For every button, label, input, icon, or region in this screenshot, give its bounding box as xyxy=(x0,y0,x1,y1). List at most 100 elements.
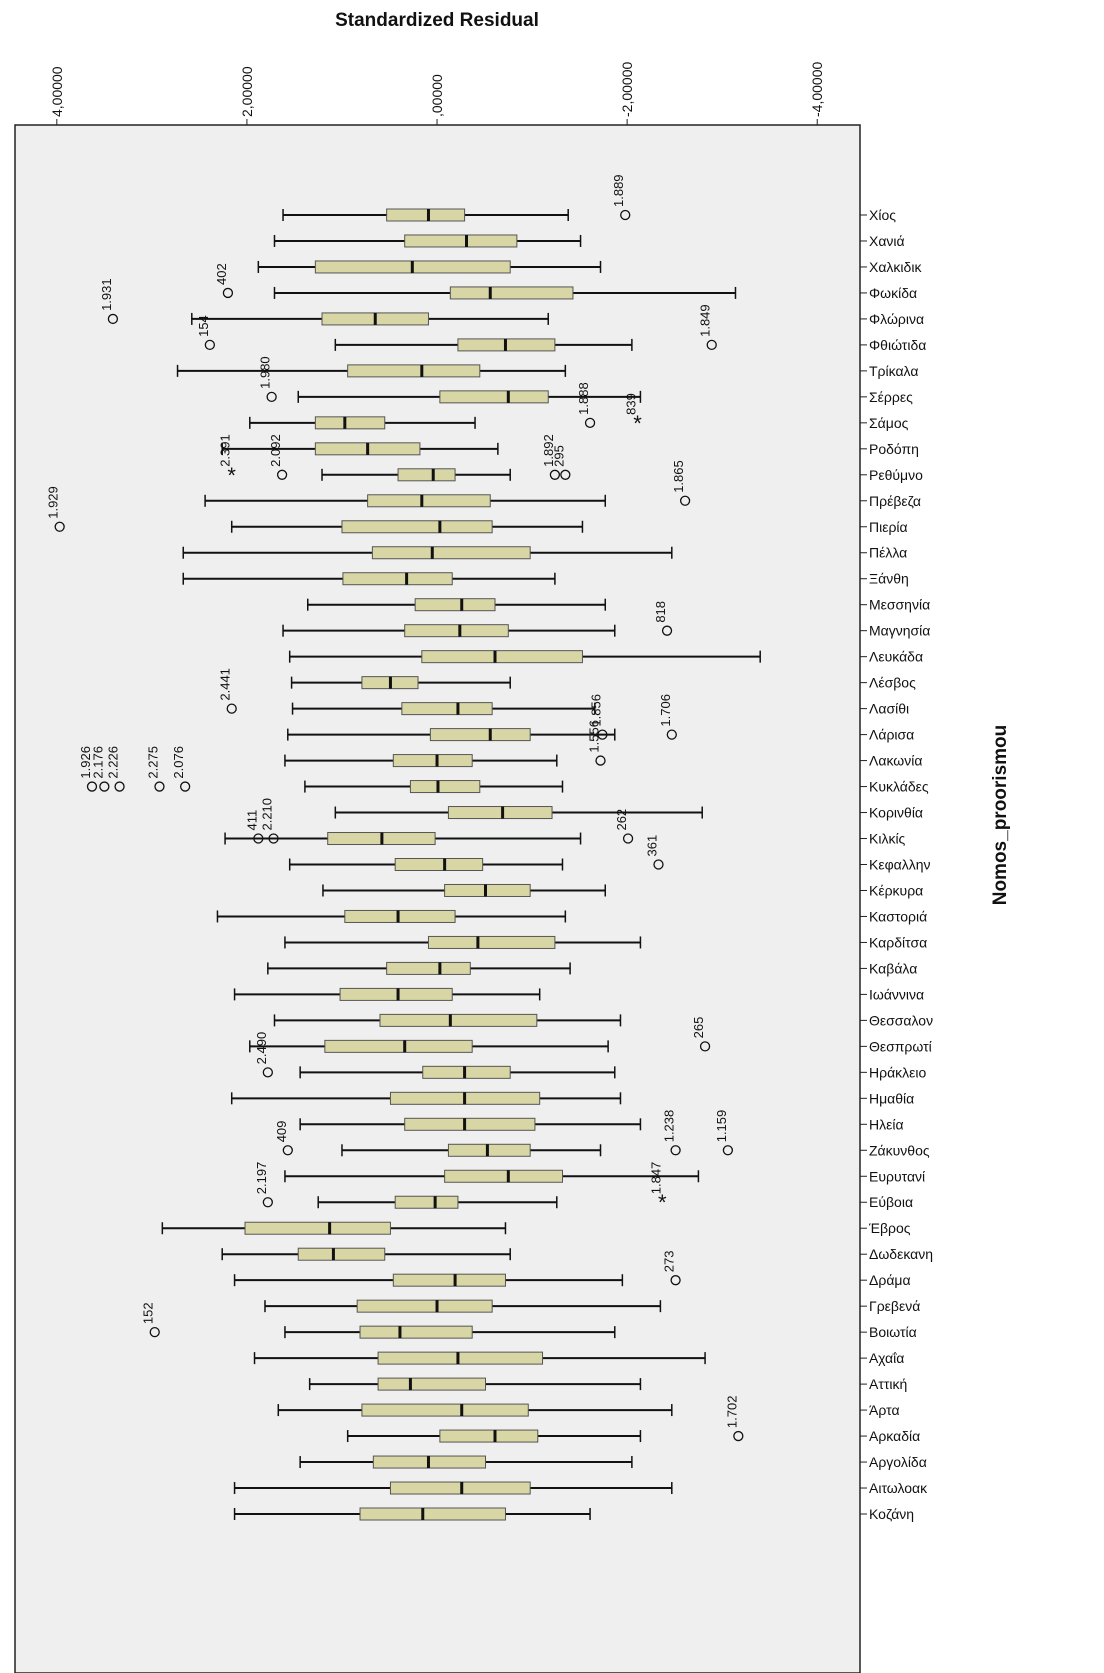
category-label: Κεφαλλην xyxy=(869,857,931,873)
outlier: * xyxy=(633,411,642,436)
y-axis-title: Nomos_proorismou xyxy=(990,725,1011,906)
outlier xyxy=(253,833,264,844)
outlier-label: 2.226 xyxy=(106,746,121,779)
box xyxy=(394,858,484,871)
outlier xyxy=(670,1145,681,1156)
outlier xyxy=(276,469,288,480)
box xyxy=(344,909,456,923)
outlier xyxy=(226,703,237,714)
outlier-label: 295 xyxy=(551,445,566,467)
outlier-label: 402 xyxy=(214,263,229,285)
category-label: Μεσσηνία xyxy=(869,597,930,613)
outlier xyxy=(722,1145,734,1156)
outlier-label: 818 xyxy=(653,601,668,623)
outlier xyxy=(262,1197,273,1208)
category-label: Άρτα xyxy=(869,1402,900,1418)
outlier-label: 409 xyxy=(274,1121,289,1143)
outlier-label: 265 xyxy=(691,1017,706,1039)
outlier-label: 2.391 xyxy=(218,434,233,467)
box xyxy=(386,961,471,975)
box xyxy=(404,1117,536,1131)
category-label: Αιτωλοακ xyxy=(869,1480,928,1496)
box xyxy=(379,1013,538,1027)
outlier-label: 1.706 xyxy=(658,694,673,727)
category-label: Δωδεκανη xyxy=(869,1246,933,1262)
box xyxy=(397,468,456,482)
outlier xyxy=(622,833,634,844)
category-label: Ηλεία xyxy=(869,1116,904,1132)
outlier xyxy=(86,781,98,792)
x-tick-label: ,00000 xyxy=(429,74,445,117)
outlier-label: 1.980 xyxy=(258,356,273,389)
outlier xyxy=(54,521,65,532)
outlier-label: 1.889 xyxy=(611,174,626,207)
outlier-label: 1.159 xyxy=(714,1110,729,1143)
outlier xyxy=(699,1041,711,1052)
category-label: Χανιά xyxy=(869,233,905,249)
x-tick-label: -2,00000 xyxy=(619,62,635,117)
box xyxy=(414,598,496,612)
outlier xyxy=(653,859,664,870)
category-label: Θεσσαλον xyxy=(869,1012,933,1028)
category-label: Μαγνησία xyxy=(869,623,930,639)
category-label: Πέλλα xyxy=(869,545,907,561)
outlier xyxy=(268,833,279,844)
category-label: Τρίκαλα xyxy=(869,363,918,379)
box xyxy=(341,520,493,534)
outlier xyxy=(679,495,691,506)
box xyxy=(394,1195,459,1209)
outlier-label: 411 xyxy=(244,810,259,831)
box xyxy=(347,364,481,378)
category-label: Καβάλα xyxy=(869,960,917,976)
outlier xyxy=(597,729,608,740)
outlier-label: 273 xyxy=(662,1250,677,1272)
category-label: Γρεβενά xyxy=(869,1298,920,1314)
category-label: Πρέβεζα xyxy=(869,493,921,509)
outlier-label: 1.856 xyxy=(588,694,603,727)
outlier xyxy=(149,1326,160,1338)
x-tick-label: -4,00000 xyxy=(809,62,825,117)
outlier-label: 1.702 xyxy=(724,1396,739,1429)
outlier xyxy=(584,417,596,428)
box xyxy=(447,806,553,820)
box xyxy=(429,728,531,742)
outlier xyxy=(661,625,673,636)
category-label: Εύβοια xyxy=(869,1194,913,1210)
category-label: Δράμα xyxy=(869,1272,911,1288)
outlier xyxy=(107,313,119,325)
box xyxy=(297,1247,386,1261)
box xyxy=(392,1273,506,1287)
outlier-label: 1.888 xyxy=(576,382,591,415)
outlier-label: 1.929 xyxy=(46,486,61,519)
outlier xyxy=(595,755,606,766)
box xyxy=(439,390,549,404)
category-label: Ευρυτανί xyxy=(869,1168,925,1184)
box xyxy=(244,1221,391,1235)
box xyxy=(439,1429,539,1443)
outlier-label: 1.926 xyxy=(78,746,93,779)
outlier xyxy=(154,781,165,792)
box xyxy=(371,546,531,560)
outlier xyxy=(266,391,277,403)
box xyxy=(427,935,556,949)
box xyxy=(404,234,518,248)
category-label: Ζάκυνθος xyxy=(869,1142,930,1158)
category-label: Πιερία xyxy=(869,519,908,535)
box xyxy=(359,1507,506,1521)
outlier-label: 1.556 xyxy=(587,720,602,753)
category-label: Κορινθία xyxy=(869,805,923,821)
outlier xyxy=(706,339,717,351)
category-label: Ηράκλειο xyxy=(869,1064,927,1080)
outlier xyxy=(114,781,125,792)
category-label: Κιλκίς xyxy=(869,831,906,847)
outlier-label: 1.238 xyxy=(662,1110,677,1143)
category-label: Καρδίτσα xyxy=(869,934,927,950)
box xyxy=(367,494,491,508)
outlier xyxy=(99,781,110,792)
category-label: Φθιώτιδα xyxy=(869,337,926,353)
outlier-label: 152 xyxy=(141,1302,156,1324)
box xyxy=(401,702,493,716)
outlier-label: 2.076 xyxy=(171,746,186,779)
category-label: Καστοριά xyxy=(869,908,927,924)
